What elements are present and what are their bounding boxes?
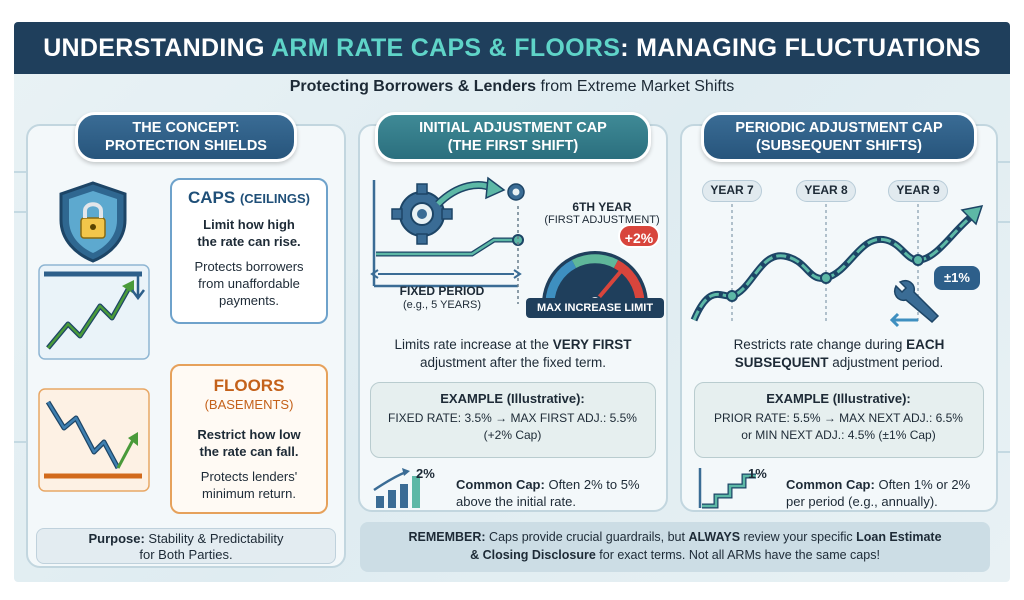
initial-cap-panel: INITIAL ADJUSTMENT CAP (THE FIRST SHIFT) bbox=[358, 112, 668, 512]
title-bar: UNDERSTANDING ARM RATE CAPS & FLOORS: MA… bbox=[14, 22, 1010, 74]
fixed-period-example: (e.g., 5 YEARS) bbox=[402, 299, 482, 311]
initial-example-box: EXAMPLE (Illustrative): FIXED RATE: 3.5%… bbox=[370, 382, 656, 458]
max-increase-label: MAX INCREASE LIMIT bbox=[526, 298, 664, 318]
periodic-example-line2: or MIN NEXT ADJ.: 4.5% (±1% Cap) bbox=[741, 428, 936, 442]
fixed-period-label: FIXED PERIOD bbox=[399, 284, 485, 298]
floors-subtitle: (BASEMENTS) bbox=[204, 397, 294, 412]
periodic-cap-description: Restricts rate change during EACH SUBSEQU… bbox=[733, 337, 945, 370]
floors-chart-icon bbox=[38, 388, 150, 492]
caps-chart-icon bbox=[38, 264, 150, 360]
floors-callout: FLOORS (BASEMENTS) Restrict how low the r… bbox=[170, 364, 328, 514]
plus-minus-badge: ±1% bbox=[934, 266, 980, 290]
shield-lock-icon bbox=[59, 181, 127, 263]
periodic-example-box: EXAMPLE (Illustrative): PRIOR RATE: 5.5%… bbox=[694, 382, 984, 458]
concept-panel-header: THE CONCEPT: PROTECTION SHIELDS bbox=[75, 112, 297, 162]
periodic-cap-panel-header: PERIODIC ADJUSTMENT CAP (SUBSEQUENT SHIF… bbox=[701, 112, 977, 162]
small-gear-icon bbox=[507, 183, 525, 201]
concept-panel: THE CONCEPT: PROTECTION SHIELDS CAPS (CE… bbox=[26, 112, 346, 568]
initial-common-cap: Common Cap: Often 2% to 5% above the init… bbox=[456, 477, 640, 509]
initial-example-line2: (+2% Cap) bbox=[483, 428, 542, 442]
page-subtitle: Protecting Borrowers & Lenders from Extr… bbox=[289, 78, 735, 95]
wrench-icon bbox=[889, 280, 940, 328]
periodic-example-title: EXAMPLE (Illustrative): bbox=[766, 391, 911, 406]
sixth-year-label: 6TH YEAR bbox=[572, 200, 632, 214]
periodic-wave-chart bbox=[690, 204, 984, 322]
infographic-canvas: UNDERSTANDING ARM RATE CAPS & FLOORS: MA… bbox=[14, 22, 1010, 582]
caps-callout: CAPS (CEILINGS) Limit how high the rate c… bbox=[170, 178, 328, 324]
gear-icon bbox=[391, 183, 453, 245]
initial-cap-panel-header: INITIAL ADJUSTMENT CAP (THE FIRST SHIFT) bbox=[375, 112, 651, 162]
step-chart-icon bbox=[698, 468, 756, 509]
purpose-box: Purpose: Stability & Predictability for B… bbox=[36, 528, 336, 564]
periodic-example-line1: PRIOR RATE: 5.5% → MAX NEXT ADJ.: 6.5% bbox=[714, 411, 963, 425]
bar-growth-icon bbox=[373, 468, 420, 508]
periodic-common-cap: Common Cap: Often 1% or 2% per period (e.… bbox=[786, 477, 971, 509]
periodic-cap-panel: PERIODIC ADJUSTMENT CAP (SUBSEQUENT SHIF… bbox=[680, 112, 998, 512]
year-7-pill: YEAR 7 bbox=[702, 180, 762, 202]
plus-two-badge: +2% bbox=[618, 224, 660, 248]
periodic-step-badge: 1% bbox=[748, 466, 767, 481]
year-8-pill: YEAR 8 bbox=[796, 180, 856, 202]
initial-example-title: EXAMPLE (Illustrative): bbox=[440, 391, 585, 406]
floors-title: FLOORS bbox=[213, 376, 285, 395]
floors-description: Protects lenders' minimum return. bbox=[200, 469, 298, 501]
first-adjustment-label: (FIRST ADJUSTMENT) bbox=[544, 214, 660, 226]
initial-example-line1: FIXED RATE: 3.5% → MAX FIRST ADJ.: 5.5% bbox=[388, 411, 637, 425]
caps-description: Protects borrowers from unaffordable payme… bbox=[194, 259, 304, 308]
floors-headline: Restrict how low the rate can fall. bbox=[197, 427, 301, 459]
initial-cap-description: Limits rate increase at the VERY FIRST ad… bbox=[394, 337, 632, 370]
caps-headline: Limit how high the rate can rise. bbox=[197, 217, 301, 249]
caps-title: CAPS (CEILINGS) bbox=[187, 188, 311, 207]
year-9-pill: YEAR 9 bbox=[888, 180, 948, 202]
fixed-period-chart bbox=[370, 176, 525, 304]
page-title: UNDERSTANDING ARM RATE CAPS & FLOORS: MA… bbox=[43, 33, 981, 62]
remember-note: REMEMBER: Caps provide crucial guardrail… bbox=[360, 522, 990, 572]
initial-bar-badge: 2% bbox=[416, 466, 435, 481]
